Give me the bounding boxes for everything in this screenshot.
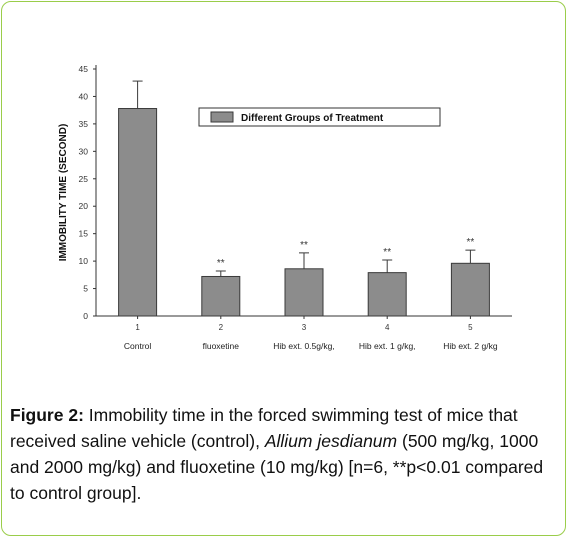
caption-text-2: (500 mg/kg, 1000 and 2000 mg/kg) and flu… xyxy=(10,431,544,503)
bar xyxy=(450,262,490,317)
bar xyxy=(284,268,324,317)
figure-caption: Figure 2: Immobility time in the forced … xyxy=(10,402,560,506)
y-axis-label: IMMOBILITY TIME (SECOND) xyxy=(58,124,69,262)
figure-label: Figure 2: xyxy=(10,405,84,425)
y-tick-label: 15 xyxy=(79,229,89,239)
x-tick-number: 3 xyxy=(302,323,307,332)
x-tick-number: 5 xyxy=(468,323,473,332)
y-tick-label: 0 xyxy=(83,311,88,321)
legend-swatch xyxy=(210,111,234,123)
caption-text-1: Immobility time in the forced swimming t… xyxy=(10,405,518,451)
y-tick-label: 25 xyxy=(79,174,89,184)
significance-label: ** xyxy=(217,258,225,269)
y-tick-label: 35 xyxy=(79,119,89,129)
x-tick-number: 2 xyxy=(219,323,224,332)
x-tick-label: Hib ext. 1 g/kg, xyxy=(359,341,416,351)
x-tick-number: 4 xyxy=(385,323,390,332)
y-tick-label: 5 xyxy=(83,284,88,294)
legend-box xyxy=(198,107,441,127)
x-tick-label: fluoxetine xyxy=(203,341,240,351)
y-tick-label: 40 xyxy=(79,91,89,101)
bar xyxy=(201,275,241,317)
legend-label: Different Groups of Treatment xyxy=(241,113,384,124)
bar xyxy=(118,108,158,317)
x-tick-label: Control xyxy=(124,341,152,351)
caption-species: Allium jesdianum xyxy=(264,431,398,451)
significance-label: ** xyxy=(467,237,475,248)
y-tick-label: 45 xyxy=(79,64,89,74)
x-tick-label: Hib ext. 0.5g/kg, xyxy=(273,341,334,351)
x-tick-label: Hib ext. 2 g/kg xyxy=(443,341,498,351)
y-tick-label: 10 xyxy=(79,256,89,266)
y-tick-label: 20 xyxy=(79,201,89,211)
y-tick-label: 30 xyxy=(79,146,89,156)
significance-label: ** xyxy=(383,247,391,258)
x-tick-number: 1 xyxy=(135,323,140,332)
significance-label: ** xyxy=(300,240,308,251)
bar xyxy=(367,272,407,317)
